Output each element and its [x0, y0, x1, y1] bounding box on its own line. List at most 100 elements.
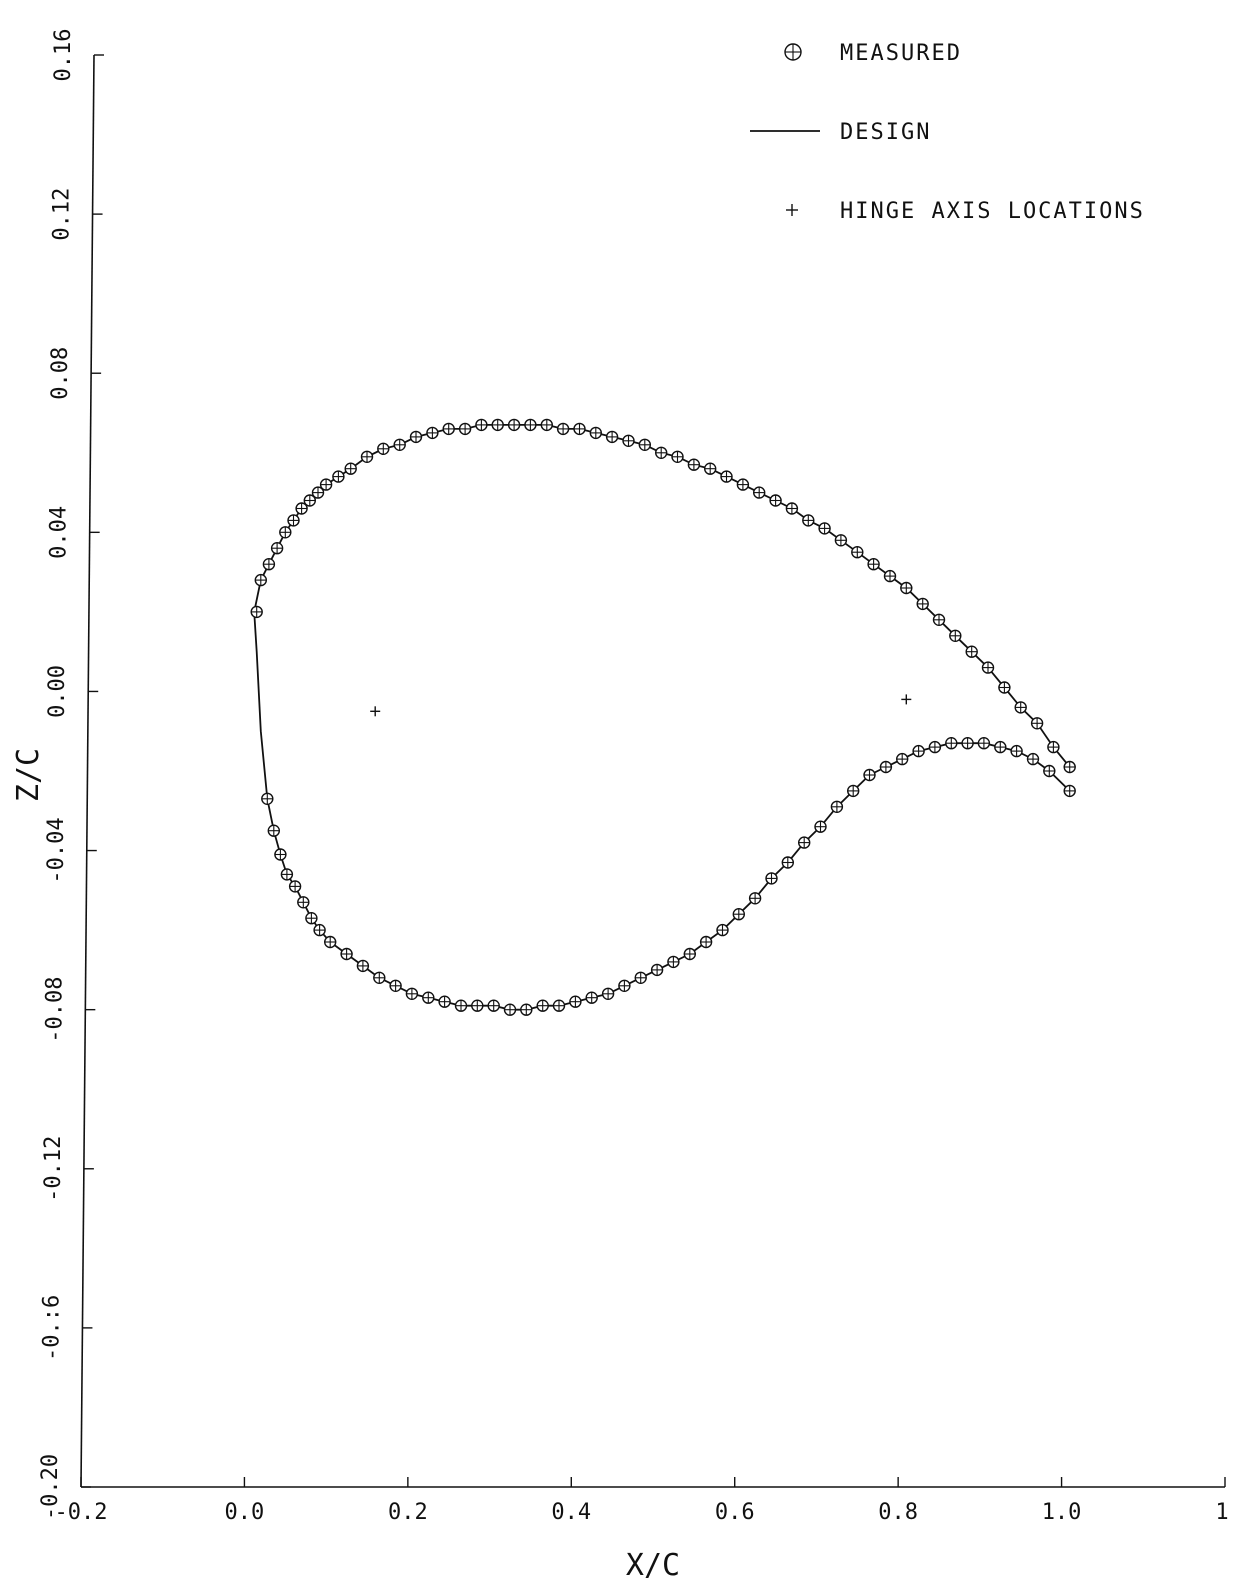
- measured-point: [274, 848, 287, 861]
- y-tick-label: 0.12: [50, 188, 75, 241]
- x-tick-label: -0.2: [55, 1500, 108, 1525]
- legend: MEASURED DESIGN HINGE AXIS LOCATIONS: [750, 41, 1145, 224]
- measured-point: [454, 999, 468, 1012]
- measured-point: [471, 999, 484, 1012]
- measured-point: [716, 923, 729, 937]
- y-tick-label: -0.04: [44, 817, 69, 883]
- measured-point: [389, 979, 402, 992]
- measured-point: [287, 514, 300, 527]
- y-tick-label: -0.20: [38, 1454, 63, 1520]
- legend-entry-measured: MEASURED: [784, 41, 962, 66]
- measured-point: [785, 502, 799, 515]
- measured-point: [313, 923, 326, 937]
- measured-point: [377, 442, 390, 455]
- legend-measured-marker-icon: [784, 43, 802, 61]
- measured-point: [965, 645, 978, 658]
- measured-point: [699, 935, 713, 949]
- measured-point: [324, 935, 337, 949]
- measured-point: [634, 971, 647, 984]
- measured-point: [332, 470, 345, 483]
- measured-point: [458, 422, 472, 436]
- axes: [80, 54, 1225, 1488]
- measured-point: [1063, 760, 1076, 774]
- design-series: [253, 423, 1071, 1011]
- measured-point: [573, 422, 586, 436]
- measured-point: [961, 737, 974, 750]
- measured-point: [295, 502, 308, 515]
- measured-point: [270, 542, 284, 555]
- measured-point: [879, 760, 893, 774]
- measured-point: [319, 478, 333, 491]
- measured-point: [622, 434, 635, 447]
- measured-point: [818, 522, 831, 535]
- measured-point: [360, 450, 374, 463]
- measured-point: [667, 955, 680, 969]
- measured-point: [683, 947, 696, 961]
- hinge-series: [370, 694, 912, 717]
- measured-point: [262, 558, 276, 571]
- legend-design-label: DESIGN: [840, 120, 931, 145]
- measured-point: [250, 605, 263, 619]
- measured-point: [409, 430, 423, 444]
- measured-point: [279, 526, 292, 539]
- x-tick-label: 1.0: [1042, 1500, 1082, 1525]
- y-tick-label: -0.12: [41, 1136, 66, 1202]
- measured-point: [1047, 740, 1060, 754]
- legend-hinge-plus-icon: [786, 204, 798, 216]
- measured-point: [687, 458, 701, 471]
- measured-point: [356, 959, 370, 973]
- measured-point: [393, 438, 406, 451]
- measured-point: [487, 999, 500, 1012]
- measured-point: [769, 494, 782, 507]
- measured-point: [650, 963, 664, 977]
- measured-point: [373, 971, 386, 984]
- legend-measured-label: MEASURED: [840, 41, 962, 66]
- measured-point: [261, 792, 274, 805]
- measured-point: [605, 430, 619, 444]
- measured-point: [748, 892, 762, 905]
- measured-point: [802, 514, 815, 527]
- y-ticks: -0.20 -0.:6 -0.12 -0.08 -0.04 0.00 0.04 0.08 0.1…: [38, 29, 104, 1520]
- measured-point: [426, 426, 439, 440]
- measured-point: [998, 681, 1011, 694]
- measured-point: [736, 478, 750, 491]
- measured-point: [1043, 764, 1056, 778]
- measured-point: [916, 597, 929, 611]
- hinge-axis-point: [370, 706, 381, 717]
- measured-point: [422, 991, 435, 1004]
- measured-point: [438, 995, 451, 1008]
- measured-point: [912, 744, 925, 758]
- measured-point: [896, 752, 909, 766]
- y-tick-label: 0.00: [45, 665, 70, 718]
- measured-point: [781, 856, 794, 869]
- measured-point: [1010, 744, 1023, 758]
- legend-entry-hinge: HINGE AXIS LOCATIONS: [786, 199, 1145, 224]
- measured-point: [994, 740, 1007, 754]
- y-tick-label: 0.04: [47, 506, 72, 559]
- measured-point: [442, 422, 455, 436]
- measured-point: [552, 999, 566, 1012]
- measured-point: [655, 446, 668, 459]
- design-curve: [253, 423, 1071, 1011]
- y-tick-label: -0.08: [42, 977, 67, 1043]
- legend-entry-design: DESIGN: [750, 120, 931, 145]
- measured-point: [280, 868, 294, 881]
- measured-point: [949, 629, 962, 642]
- measured-point: [900, 581, 913, 595]
- y-axis-line: [80, 54, 95, 1488]
- x-ticks: -0.2 0.0 0.2 0.4 0.6 0.8 1.0 1: [55, 1477, 1229, 1525]
- y-axis-title: Z/C: [11, 748, 46, 802]
- measured-point: [405, 987, 419, 1000]
- measured-series: [250, 418, 1076, 1016]
- measured-point: [297, 896, 310, 909]
- x-tick-label: 0.8: [878, 1500, 918, 1525]
- measured-point: [945, 737, 958, 750]
- measured-point: [867, 558, 880, 571]
- measured-point: [851, 546, 864, 559]
- legend-hinge-label: HINGE AXIS LOCATIONS: [840, 199, 1145, 224]
- measured-point: [928, 740, 942, 754]
- y-tick-label: -0.:6: [39, 1295, 64, 1361]
- measured-point: [1014, 701, 1027, 714]
- measured-point: [1063, 784, 1076, 798]
